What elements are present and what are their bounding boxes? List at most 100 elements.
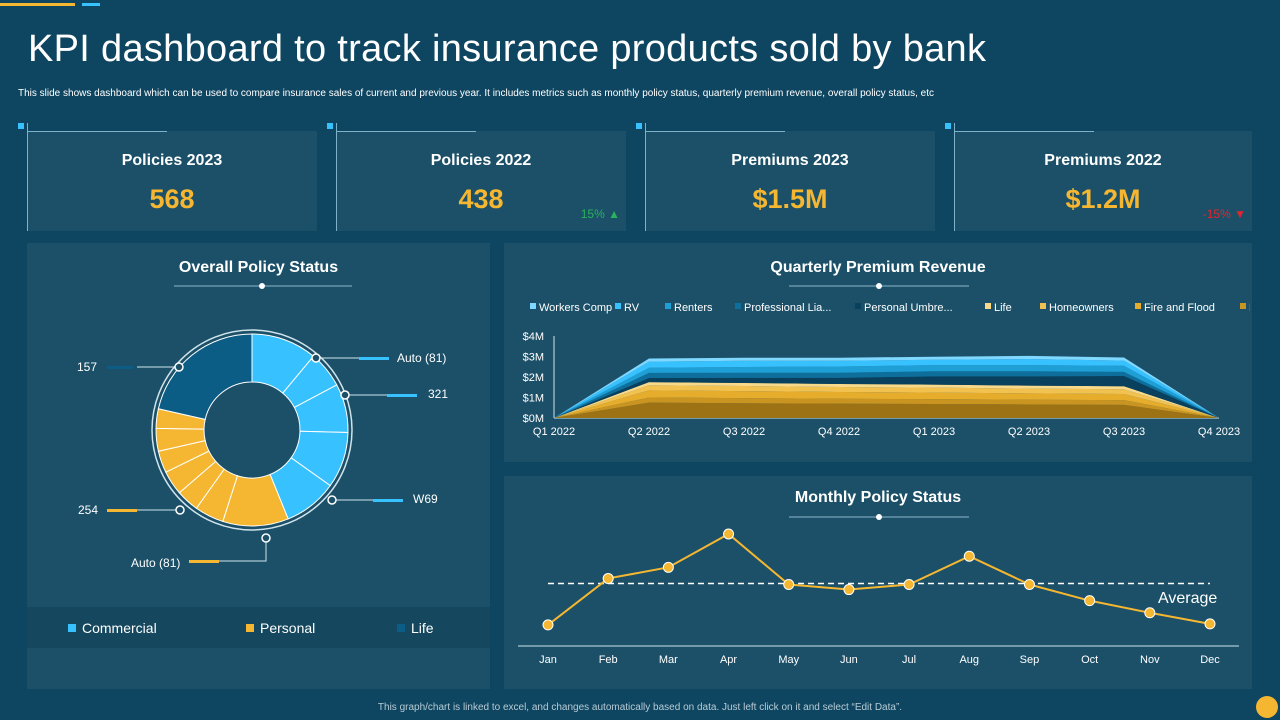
x-tick-label: May	[778, 654, 799, 666]
donut-slice	[157, 333, 253, 420]
x-tick-label: Q3 2023	[1103, 426, 1145, 438]
kpi-label: Policies 2023	[121, 152, 223, 169]
legend-item-commercial: Commercial	[68, 620, 157, 636]
donut-label-commercial-w69: W69	[413, 492, 438, 506]
leader-marker	[107, 366, 133, 369]
x-tick-label: Feb	[599, 654, 618, 666]
data-point	[903, 579, 915, 590]
kpi-decoration-square	[636, 123, 642, 129]
donut-chart	[107, 329, 417, 563]
x-tick-label: Apr	[720, 654, 737, 666]
line-chart: Jan Feb Mar Apr May Jun Jul Aug Sep Oct Nov Dec	[518, 528, 1239, 666]
area-series	[554, 402, 1219, 418]
legend-label: Fire and Flood	[1144, 302, 1215, 314]
kpi-decoration-line	[954, 131, 1094, 132]
kpi-decoration-square	[327, 123, 333, 129]
data-point	[783, 579, 795, 590]
data-point	[542, 619, 554, 631]
y-tick-label: $2M	[523, 372, 544, 384]
leader-point	[175, 505, 185, 515]
area-series	[554, 390, 1219, 418]
donut-legend: Commercial Personal Life	[27, 607, 490, 648]
legend-label: Boat	[1249, 302, 1250, 314]
leader-line	[219, 538, 267, 562]
panel-title: Monthly Policy Status	[794, 489, 962, 506]
leader-point	[311, 353, 321, 363]
legend-swatch	[1135, 303, 1141, 309]
x-tick-label: Q3 2022	[723, 426, 765, 438]
kpi-label: Premiums 2022	[1044, 152, 1162, 169]
x-tick-label: Dec	[1200, 654, 1220, 666]
legend-label: Commercial	[82, 620, 157, 636]
kpi-decoration-line	[336, 123, 337, 231]
kpi-card-policies-2023: Policies 2023 568	[18, 123, 317, 231]
area-series	[554, 385, 1219, 418]
kpi-value: $1.2M	[1065, 184, 1141, 214]
panel-title: Quarterly Premium Revenue	[770, 259, 986, 276]
donut-label-commercial-total: 321	[428, 387, 449, 401]
x-tick-label: Q1 2023	[913, 426, 955, 438]
kpi-decoration-line	[645, 123, 646, 231]
legend-label: Workers Comp	[539, 302, 612, 314]
legend-label: Renters	[674, 302, 713, 314]
arrow-down-icon: ▼	[1234, 207, 1246, 221]
donut-outer-ring	[151, 329, 353, 531]
area-chart-legend: Workers Comp RV Renters Professional Lia...…	[530, 302, 1250, 314]
area-series	[554, 397, 1219, 418]
legend-item-life: Life	[397, 620, 434, 636]
kpi-decoration-square	[945, 123, 951, 129]
x-tick-label: Aug	[959, 654, 979, 666]
leader-marker	[107, 509, 137, 512]
kpi-value: 438	[458, 184, 504, 214]
leader-point	[340, 390, 350, 400]
title-divider	[789, 514, 969, 520]
y-tick-label: $4M	[523, 331, 544, 343]
legend-swatch	[615, 303, 621, 309]
page-title: KPI dashboard to track insurance product…	[28, 28, 987, 70]
kpi-decoration-line	[645, 131, 785, 132]
legend-label: Homeowners	[1049, 302, 1114, 314]
legend-label: Life	[994, 302, 1012, 314]
donut-label-life: 157	[77, 360, 98, 374]
average-label: Average	[1158, 590, 1218, 607]
data-point	[723, 528, 735, 540]
panel-title: Overall Policy Status	[178, 259, 339, 276]
kpi-value: 568	[149, 184, 195, 214]
leader-marker	[359, 357, 389, 360]
arrow-up-icon: ▲	[608, 207, 620, 221]
kpi-decoration-line	[27, 123, 28, 231]
footer-note: This graph/chart is linked to excel, and…	[377, 702, 903, 713]
x-tick-label: Q2 2023	[1008, 426, 1050, 438]
data-point	[1144, 607, 1156, 619]
legend-swatch	[985, 303, 991, 309]
kpi-label: Policies 2022	[430, 152, 532, 169]
kpi-decoration-line	[954, 123, 955, 231]
x-tick-label: Oct	[1081, 654, 1098, 666]
leader-marker	[387, 394, 417, 397]
y-tick-label: $3M	[523, 352, 544, 364]
leader-point	[261, 533, 271, 543]
x-tick-label: Jun	[840, 654, 858, 666]
title-divider	[789, 283, 969, 289]
data-point	[843, 584, 855, 596]
kpi-change-value: -15%	[1202, 207, 1231, 221]
top-accent-bar-blue	[82, 3, 100, 6]
data-point	[1084, 595, 1096, 607]
kpi-decoration-line	[336, 131, 476, 132]
legend-label: Life	[411, 620, 434, 636]
kpi-change-up: 15% ▲	[581, 207, 620, 221]
legend-swatch	[855, 303, 861, 309]
x-tick-label: Sep	[1020, 654, 1040, 666]
kpi-decoration-line	[27, 131, 167, 132]
legend-item-personal: Personal	[246, 620, 315, 636]
kpi-change-value: 15%	[580, 207, 605, 221]
series-line	[547, 532, 1211, 626]
leader-point	[174, 362, 184, 372]
legend-label: Professional Lia...	[744, 302, 831, 314]
legend-label: Personal	[260, 620, 316, 636]
data-point	[963, 550, 975, 562]
donut-label-personal-auto: Auto (81)	[131, 556, 181, 570]
legend-swatch	[665, 303, 671, 309]
kpi-decoration-square	[18, 123, 24, 129]
leader-marker	[373, 499, 403, 502]
